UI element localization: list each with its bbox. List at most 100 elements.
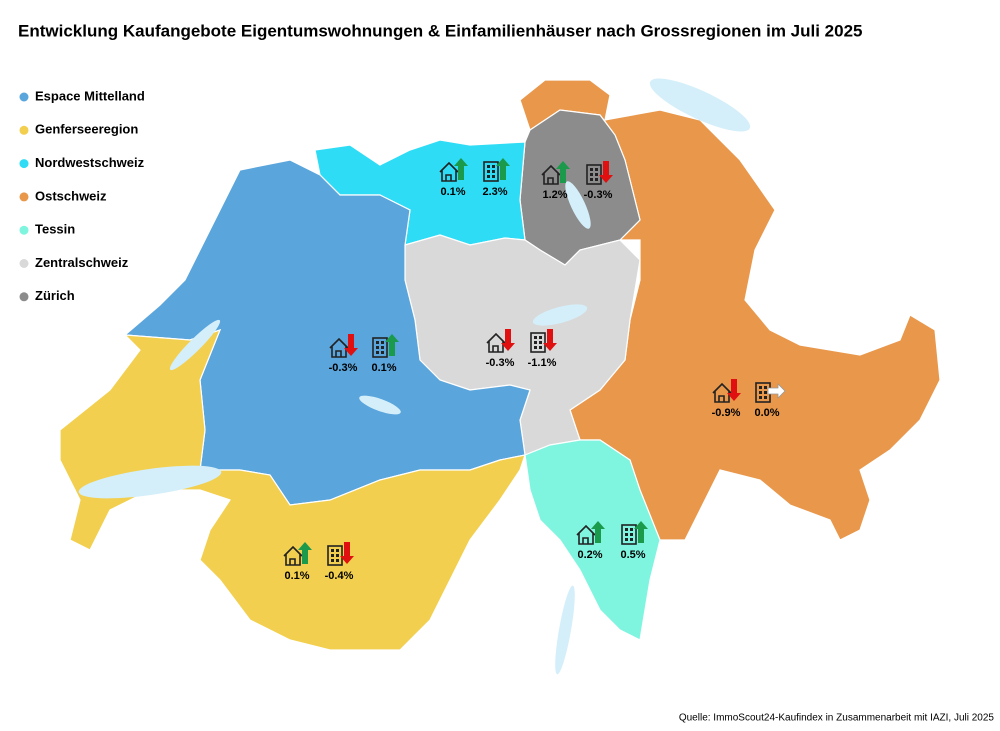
legend-label: Espace Mittelland (35, 88, 145, 103)
house-change-label: 0.1% (440, 186, 465, 198)
window (487, 175, 490, 178)
house-icon (439, 161, 459, 182)
apartment-icon (586, 164, 602, 185)
window (595, 168, 598, 171)
region-indicators: 0.1% -0.4% (283, 542, 354, 582)
apartment-change-label: 0.5% (620, 549, 645, 561)
change-arrow (543, 329, 557, 351)
window (590, 178, 593, 181)
window (625, 528, 628, 531)
change-arrow (634, 521, 648, 543)
house-icon (329, 337, 349, 358)
window (376, 351, 379, 354)
region-area (519, 79, 941, 541)
change-arrow (454, 158, 468, 180)
window (381, 341, 384, 344)
apartment-icon (483, 161, 499, 182)
change-arrow (385, 334, 399, 356)
window (336, 554, 339, 557)
legend: Espace Mittelland Genferseeregion Nordwest… (19, 88, 145, 303)
house-change-label: -0.3% (486, 357, 515, 369)
apartment-change-label: 0.0% (754, 407, 779, 419)
change-arrow (767, 383, 786, 399)
change-arrow (591, 521, 605, 543)
house-change-label: -0.3% (329, 362, 358, 374)
window (487, 170, 490, 173)
change-arrow (340, 542, 354, 564)
window (336, 549, 339, 552)
indicators: -0.3% 0.1%0.1% -0.4%0.1% 2.3%-0.9% 0.0%0.2% 0… (283, 158, 786, 582)
window (492, 165, 495, 168)
legend-label: Tessin (35, 222, 75, 237)
window (331, 559, 334, 562)
region-indicators: 1.2% -0.3% (541, 161, 613, 201)
window (376, 346, 379, 349)
window (534, 346, 537, 349)
legend-dot (19, 259, 29, 268)
window (381, 351, 384, 354)
legend-label: Zürich (35, 288, 75, 303)
lake (532, 304, 588, 326)
legend-dot (19, 225, 29, 235)
apartment-icon (327, 545, 343, 566)
window (625, 533, 628, 536)
window (331, 549, 334, 552)
legend-label: Zentralschweiz (35, 255, 129, 270)
lake (169, 319, 221, 371)
window (534, 336, 537, 339)
change-arrow (727, 379, 741, 401)
window (590, 173, 593, 176)
legend-dot (19, 292, 29, 302)
apartment-icon (621, 524, 637, 545)
window (534, 341, 537, 344)
region-indicators: -0.9% 0.0% (712, 379, 786, 419)
lake (359, 395, 401, 415)
legend-dot (19, 192, 29, 202)
window (630, 533, 633, 536)
house-change-label: 1.2% (542, 189, 567, 201)
house-change-label: 0.1% (284, 570, 309, 582)
window (487, 165, 490, 168)
lake (565, 181, 591, 229)
legend-label: Nordwestschweiz (35, 155, 145, 170)
source: Quelle: ImmoScout24-Kaufindex in Zusamme… (679, 713, 995, 724)
region-indicators: -0.3% -1.1% (486, 329, 557, 369)
window (376, 341, 379, 344)
region-indicators: -0.3% 0.1% (329, 334, 399, 374)
legend-dot (19, 159, 29, 169)
apartment-change-label: 0.1% (371, 362, 396, 374)
window (759, 386, 762, 389)
change-arrow (599, 161, 613, 183)
window (630, 528, 633, 531)
title: Entwicklung Kaufangebote Eigentumswohnun… (18, 21, 862, 40)
window (539, 336, 542, 339)
window (595, 178, 598, 181)
window (764, 396, 767, 399)
lake (78, 465, 222, 499)
change-arrow (501, 329, 515, 351)
house-icon (283, 545, 303, 566)
window (336, 559, 339, 562)
window (539, 346, 542, 349)
region-indicators: 0.2% 0.5% (576, 521, 648, 561)
house-icon (541, 164, 561, 185)
apartment-icon (372, 337, 388, 358)
house-change-label: 0.2% (577, 549, 602, 561)
house-icon (712, 382, 732, 403)
legend-dot (19, 125, 29, 135)
window (590, 168, 593, 171)
lake (555, 585, 575, 675)
apartment-change-label: -0.4% (325, 570, 354, 582)
window (539, 341, 542, 344)
window (764, 386, 767, 389)
lakes (78, 78, 751, 675)
apartment-change-label: -1.1% (528, 357, 557, 369)
house-change-label: -0.9% (712, 407, 741, 419)
change-arrow (496, 158, 510, 180)
window (630, 538, 633, 541)
legend-label: Ostschweiz (35, 188, 107, 203)
apartment-change-label: 2.3% (482, 186, 507, 198)
legend-dot (19, 92, 29, 102)
window (759, 396, 762, 399)
